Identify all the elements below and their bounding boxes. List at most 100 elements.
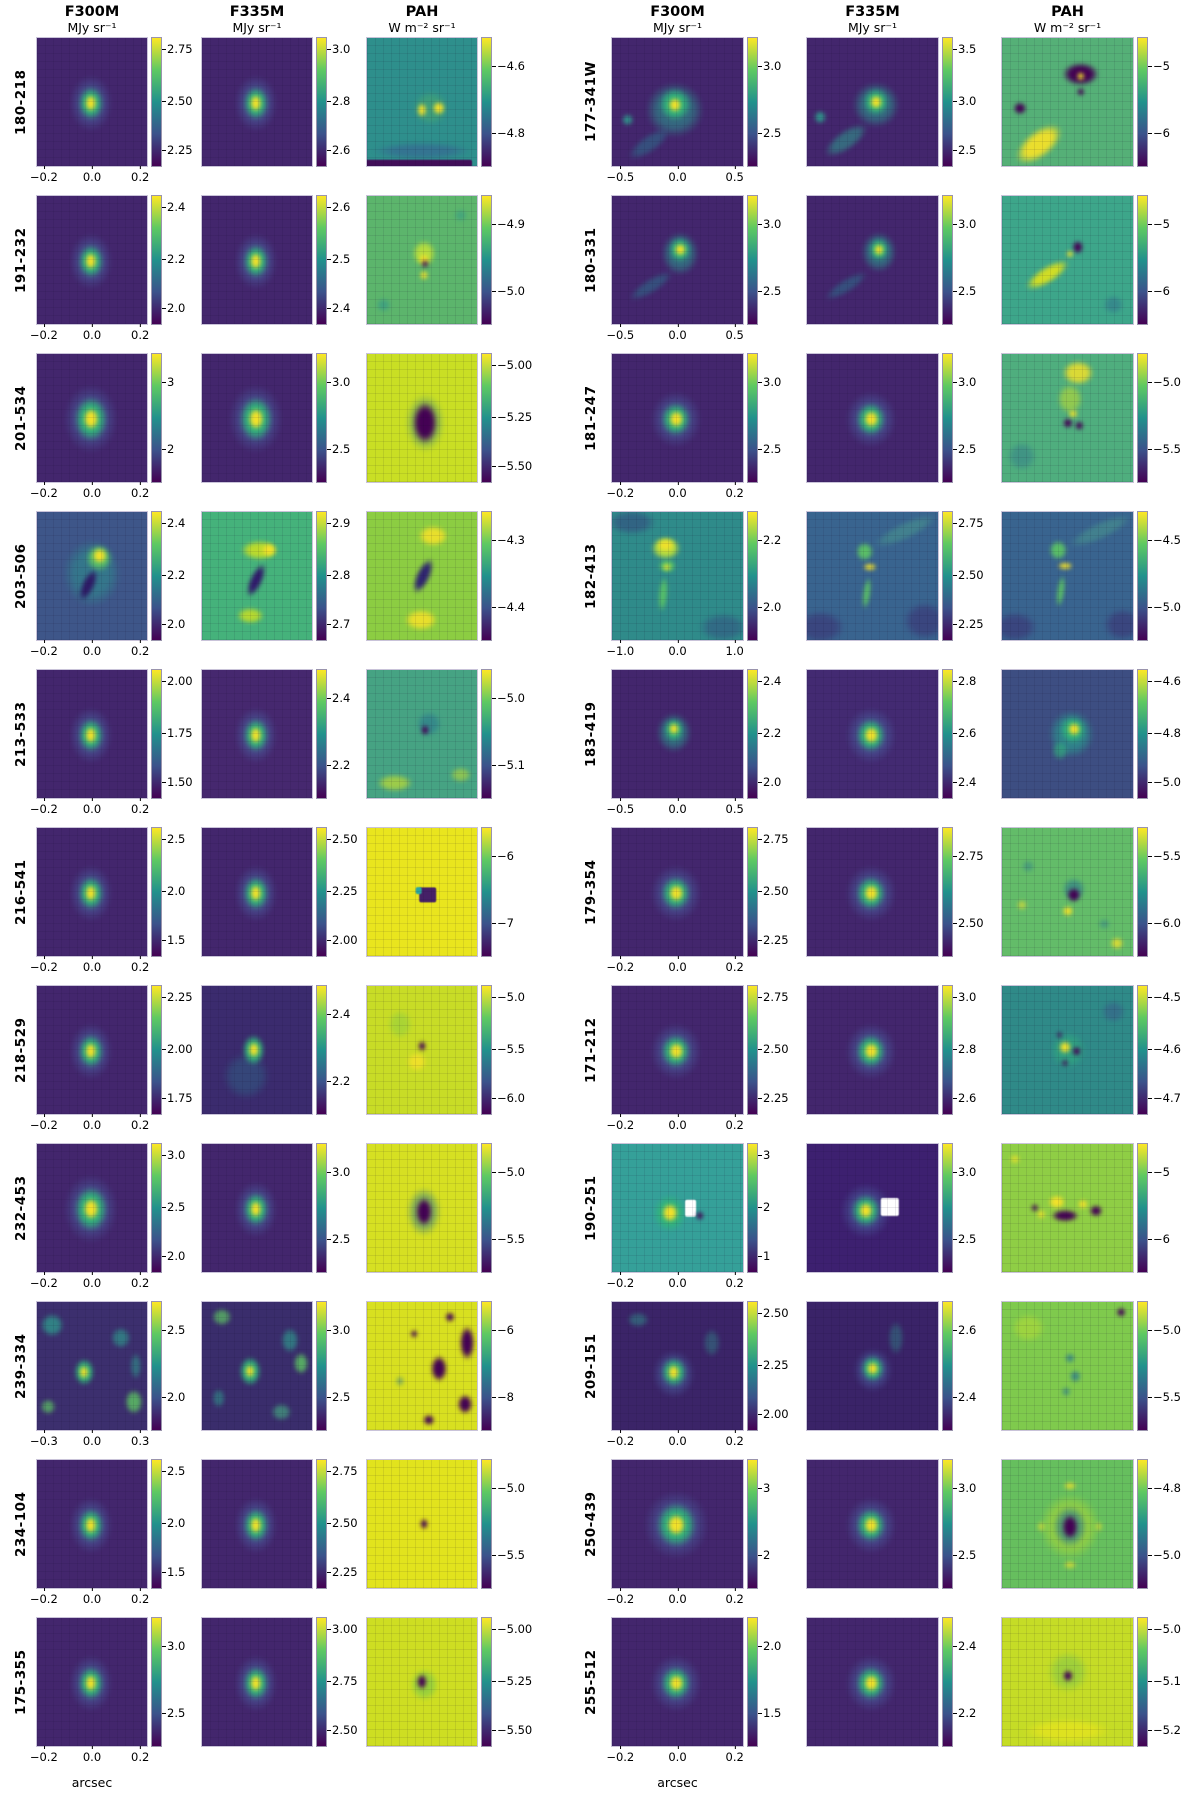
x-axis-ticks: −0.2 0.0 0.2 <box>30 1588 149 1609</box>
panel-feature <box>1068 1368 1083 1384</box>
colorbar-ticks: 2.75 2.50 2.25 <box>162 37 201 167</box>
stamp-row: 239-334 −0.3 0.0 0.3 2.5 2.0 3.0 2.5 −6 −8 <box>6 1301 535 1451</box>
image-panel <box>1001 353 1134 483</box>
colorbar-tick-label: 2.50 <box>327 1723 358 1738</box>
panel-feature <box>244 1362 257 1380</box>
row-label: 182-413 <box>583 543 599 609</box>
colorbar-tick-label: 2.6 <box>326 199 351 214</box>
panel-cell <box>201 1143 313 1273</box>
colorbar <box>1137 985 1148 1115</box>
xlabel-row: arcsec <box>571 1775 1189 1793</box>
colorbar <box>747 1143 758 1273</box>
colorbar <box>942 1301 953 1431</box>
image-panel <box>36 1301 148 1431</box>
panel-feature <box>1076 1198 1090 1210</box>
colorbar-cell: 3.0 2.5 <box>939 1459 1001 1589</box>
colorbar-tick-label: 2.6 <box>952 1091 977 1106</box>
colorbar-tick-label: 2.50 <box>758 1041 789 1056</box>
panel-cell: −0.2 0.0 0.2 <box>606 1301 744 1451</box>
colorbar-tick-label: 2.0 <box>161 301 186 316</box>
colorbar-tick-label: 2.4 <box>161 199 186 214</box>
image-panel <box>806 1143 939 1273</box>
x-axis-ticks: −0.2 0.0 0.2 <box>30 798 149 819</box>
panel-feature <box>1096 602 1133 640</box>
panel-feature <box>1060 416 1075 430</box>
colorbar <box>942 1617 953 1747</box>
panel-feature <box>862 1040 881 1063</box>
colorbar-cell: −4.5 −4.6 −4.7 <box>1134 985 1189 1115</box>
panel-cell <box>201 195 313 325</box>
colorbar-tick-label: 3 <box>757 1480 771 1495</box>
panel-feature <box>408 394 442 452</box>
xlabel-row: arcsec <box>6 1775 535 1793</box>
panel-cell: −0.2 0.0 0.2 <box>30 1143 149 1293</box>
colorbar-ticks: 3.0 2.5 <box>952 195 1001 325</box>
x-axis-ticks: −0.2 0.0 0.2 <box>30 166 149 187</box>
colorbar-ticks: −5.0 −5.1 <box>492 669 535 799</box>
stamp-row: 177-341W −0.5 0.0 0.5 3.0 2.5 3.5 3.0 2.5 −5 −6 <box>571 37 1189 187</box>
panel-feature <box>367 139 477 163</box>
colorbar-ticks: 3.0 2.5 <box>326 353 366 483</box>
x-axis-ticks: −0.2 0.0 0.2 <box>606 956 744 977</box>
image-panel <box>366 195 478 325</box>
x-tick-label: 0.0 <box>668 1746 687 1764</box>
panel-cell <box>366 1301 478 1431</box>
panel-cell <box>806 827 939 957</box>
x-tick-label: 0.0 <box>668 1430 687 1448</box>
colorbar-ticks: −5.0 −5.5 <box>492 1143 535 1273</box>
colorbar-cell: 2.75 2.50 2.25 <box>313 1459 366 1589</box>
colorbar-tick-label: −5.0 <box>1148 1322 1181 1337</box>
colorbar-cell: 2.6 2.5 2.4 <box>313 195 366 325</box>
x-tick-label: −0.2 <box>29 640 58 658</box>
panel-feature <box>1055 1030 1064 1040</box>
panel-cell: −0.2 0.0 0.2 <box>606 1617 744 1767</box>
panel-feature <box>653 536 678 554</box>
x-tick-label: 0.0 <box>668 1272 687 1290</box>
colorbar <box>481 1459 492 1589</box>
panel-feature <box>248 1514 264 1537</box>
colorbar-tick-label: −5.5 <box>1148 1390 1181 1405</box>
row-label: 209-151 <box>583 1333 599 1399</box>
image-panel <box>201 827 313 957</box>
colorbar <box>481 1301 492 1431</box>
colorbar-tick-label: −4.8 <box>492 126 525 141</box>
colorbar-ticks: 3.0 2.5 <box>326 1301 366 1431</box>
colorbar-cell: −4.9 −5.0 <box>478 195 535 325</box>
colorbar-tick-label: 2.5 <box>326 442 351 457</box>
colorbar <box>481 511 492 641</box>
colorbar-tick-label: −6 <box>1148 1232 1170 1247</box>
panel-cell: −0.2 0.0 0.2 <box>606 1143 744 1293</box>
x-axis-ticks: −0.2 0.0 0.2 <box>606 1114 744 1135</box>
colorbar-ticks: 3.0 2.5 <box>757 353 806 483</box>
colorbar-cell: 3.0 2.5 <box>939 1143 1001 1273</box>
colorbar-cell: 3.0 2.5 <box>148 1617 201 1747</box>
panel-feature <box>383 1005 417 1044</box>
x-tick-label: −0.2 <box>29 482 58 500</box>
row-label: 250-439 <box>583 1491 599 1557</box>
colorbar-ticks: 2.50 2.25 2.00 <box>758 1301 806 1431</box>
colorbar-ticks: 2.4 2.2 <box>326 985 366 1115</box>
x-axis-ticks: −0.5 0.0 0.5 <box>606 798 744 819</box>
panel-cell <box>201 353 313 483</box>
image-panel <box>201 985 313 1115</box>
colorbar-tick-label: 2.75 <box>162 41 193 56</box>
panel-feature <box>667 721 681 737</box>
colorbar-tick-label: −4.8 <box>1148 725 1181 740</box>
x-tick-label: −0.2 <box>29 1272 58 1290</box>
x-tick-label: −0.3 <box>29 1430 58 1448</box>
colorbar-tick-label: 3.0 <box>326 1164 351 1179</box>
colorbar-ticks: 3.00 2.75 2.50 <box>327 1617 366 1747</box>
colorbar-tick-label: 3.0 <box>326 41 351 56</box>
colorbar-tick-label: −6 <box>1148 284 1170 299</box>
colorbar-tick-label: 2.4 <box>326 1006 351 1021</box>
colorbar <box>316 1143 327 1273</box>
panel-cell <box>1001 1617 1134 1747</box>
panel-feature <box>1060 1667 1075 1684</box>
panel-feature <box>1096 916 1112 932</box>
colorbar-ticks: 3.0 2.8 2.6 <box>326 37 366 167</box>
x-tick-label: −0.2 <box>606 956 635 974</box>
colorbar <box>1137 1617 1148 1747</box>
